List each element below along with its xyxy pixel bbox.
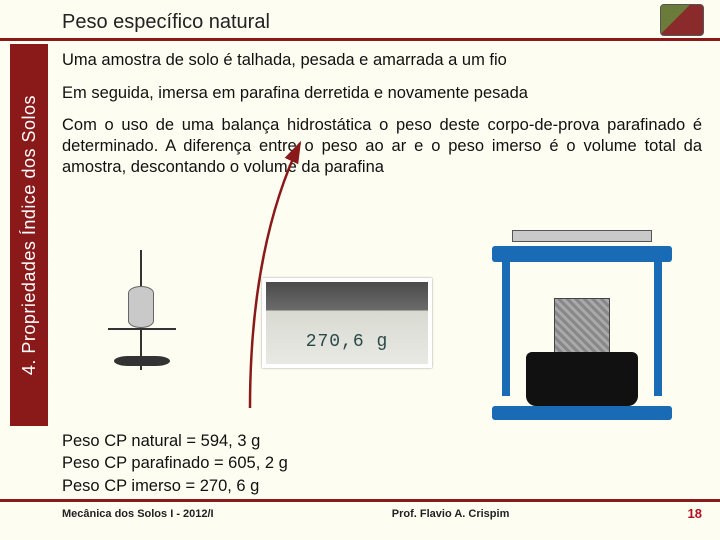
paragraph-1: Uma amostra de solo é talhada, pesada e … bbox=[62, 50, 702, 71]
footer-course: Mecânica dos Solos I - 2012/I bbox=[62, 508, 214, 520]
result-parafinado: Peso CP parafinado = 605, 2 g bbox=[62, 452, 288, 474]
institution-logo bbox=[660, 4, 704, 36]
sample-sketch bbox=[102, 250, 182, 370]
footer-author: Prof. Flavio A. Crispim bbox=[392, 508, 510, 520]
page-title: Peso específico natural bbox=[62, 11, 270, 34]
divider-bottom bbox=[0, 499, 720, 502]
divider-top bbox=[0, 38, 720, 41]
scale-reading: 270,6 g bbox=[306, 332, 389, 352]
scale-display-photo: 270,6 g bbox=[262, 278, 432, 368]
section-sidebar: 4. Propriedades Índice dos Solos bbox=[10, 44, 48, 426]
paragraph-2: Em seguida, imersa em parafina derretida… bbox=[62, 83, 702, 104]
slide-header: Peso específico natural bbox=[0, 0, 720, 38]
slide-footer: Mecânica dos Solos I - 2012/I Prof. Flav… bbox=[0, 506, 720, 521]
section-label: 4. Propriedades Índice dos Solos bbox=[19, 95, 40, 375]
results-block: Peso CP natural = 594, 3 g Peso CP paraf… bbox=[62, 430, 288, 497]
hydrostatic-balance-photo bbox=[492, 230, 672, 420]
result-imerso: Peso CP imerso = 270, 6 g bbox=[62, 475, 288, 497]
body-text: Uma amostra de solo é talhada, pesada e … bbox=[62, 50, 702, 189]
paragraph-3: Com o uso de uma balança hidrostática o … bbox=[62, 115, 702, 177]
figure-area: 270,6 g bbox=[62, 230, 702, 420]
result-natural: Peso CP natural = 594, 3 g bbox=[62, 430, 288, 452]
page-number: 18 bbox=[688, 506, 702, 521]
